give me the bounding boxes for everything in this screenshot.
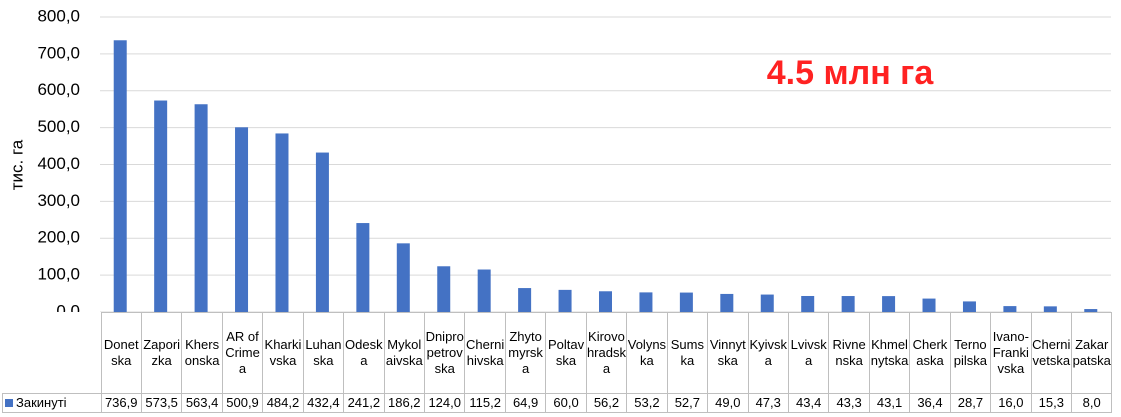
- y-tick-label: 300,0: [37, 191, 80, 210]
- category-cell: Kharkivska: [262, 312, 304, 394]
- value-cell: 563,4: [181, 392, 223, 413]
- bar: [720, 293, 734, 312]
- bar: [962, 301, 976, 312]
- category-cell: Kyivska: [747, 312, 789, 394]
- bar: [1043, 306, 1057, 312]
- value-cell: 115,2: [464, 392, 506, 413]
- value-cell: 186,2: [383, 392, 426, 413]
- bar: [599, 291, 612, 312]
- legend-swatch: [5, 398, 13, 407]
- value-cell: 56,2: [585, 392, 628, 413]
- y-tick-label: 800,0: [37, 6, 80, 25]
- value-cell: 53,2: [626, 392, 668, 413]
- value-cell: 484,2: [262, 392, 304, 413]
- bar: [679, 292, 693, 312]
- category-cell: Vinnytska: [707, 312, 749, 394]
- category-cell: Mykolaivska: [383, 312, 426, 394]
- category-cell: Ternopilska: [949, 312, 992, 394]
- bar: [396, 243, 410, 312]
- bar: [194, 104, 208, 312]
- y-tick-label: 100,0: [37, 265, 80, 284]
- bar: [1003, 306, 1017, 312]
- bar: [315, 152, 329, 312]
- bar: [801, 295, 815, 312]
- category-cell: Poltavska: [545, 312, 587, 394]
- value-cell: 60,0: [545, 392, 587, 413]
- bar: [154, 100, 168, 312]
- bar: [760, 294, 774, 312]
- bar: [841, 296, 855, 312]
- category-cell: Sumska: [666, 312, 709, 394]
- category-cell: Lvivska: [787, 312, 830, 394]
- y-tick-label: 500,0: [37, 117, 80, 136]
- bar: [113, 40, 127, 312]
- category-cell: Chernihivska: [464, 312, 506, 394]
- category-cell: Zhytomyrska: [504, 312, 547, 394]
- value-cell: 16,0: [990, 392, 1032, 413]
- value-cell: 52,7: [666, 392, 709, 413]
- value-cell: 43,1: [868, 392, 911, 413]
- value-cell: 47,3: [747, 392, 789, 413]
- value-cell: 28,7: [949, 392, 992, 413]
- y-axis-label: тис. га: [7, 139, 26, 190]
- category-cell: AR of Crimea: [221, 312, 264, 394]
- value-cell: 43,4: [787, 392, 830, 413]
- value-cell: 241,2: [343, 392, 385, 413]
- value-cell: 36,4: [909, 392, 951, 413]
- category-cell: Dnipropetrovska: [423, 312, 466, 394]
- annotation: 4.5 млн га: [767, 54, 935, 92]
- bar: [477, 269, 491, 312]
- value-cell: 432,4: [302, 392, 345, 413]
- category-cell: Odeska: [343, 312, 385, 394]
- bar: [518, 288, 532, 312]
- category-cell: Cherkaska: [909, 312, 951, 394]
- plot: тис. га 4.5 млн га 0,0 100,0 200,0 300,0 400…: [7, 6, 1111, 312]
- category-cell: Zaporizka: [140, 312, 183, 394]
- y-tick-label: 700,0: [37, 43, 80, 62]
- bar: [922, 298, 936, 312]
- category-cell: Luhanska: [302, 312, 345, 394]
- category-cell: Ivano-Frankivska: [990, 312, 1032, 394]
- bar: [882, 296, 896, 312]
- category-cell: Khmelnytska: [868, 312, 911, 394]
- value-cell: 15,3: [1030, 392, 1073, 413]
- value-cell: 8,0: [1070, 392, 1113, 413]
- category-cell: Kirovohradska: [585, 312, 628, 394]
- value-cell: 736,9: [100, 392, 142, 413]
- category-cell: Volynska: [626, 312, 668, 394]
- value-cell: 573,5: [140, 392, 183, 413]
- value-cell: 43,3: [828, 392, 870, 413]
- category-cell: Khersonska: [181, 312, 223, 394]
- bar: [639, 292, 653, 312]
- category-cell: Donetska: [100, 312, 142, 394]
- category-cell: Chernivetska: [1030, 312, 1073, 394]
- y-tick-label: 200,0: [37, 228, 80, 247]
- category-cell: Rivnenska: [828, 312, 870, 394]
- blank-cell: [3, 313, 102, 394]
- bar: [1084, 309, 1098, 312]
- bar: [437, 266, 451, 312]
- category-cell: Zakarpatska: [1070, 312, 1113, 394]
- data-table: Donetska Zaporizka Khersonska AR of Crimea K…: [2, 312, 1113, 413]
- y-tick-label: 400,0: [37, 154, 80, 173]
- value-cell: 64,9: [504, 392, 547, 413]
- bar: [235, 127, 249, 312]
- value-cell: 49,0: [707, 392, 749, 413]
- bar: [558, 289, 572, 312]
- value-cell: 124,0: [423, 392, 466, 413]
- legend-label: Закинуті: [16, 394, 67, 410]
- y-tick-label: 0,0: [56, 301, 80, 312]
- bar: [275, 133, 289, 312]
- y-tick-label: 600,0: [37, 80, 80, 99]
- bar: [356, 223, 370, 312]
- legend-cell: Закинуті: [2, 392, 102, 413]
- value-cell: 500,9: [221, 392, 264, 413]
